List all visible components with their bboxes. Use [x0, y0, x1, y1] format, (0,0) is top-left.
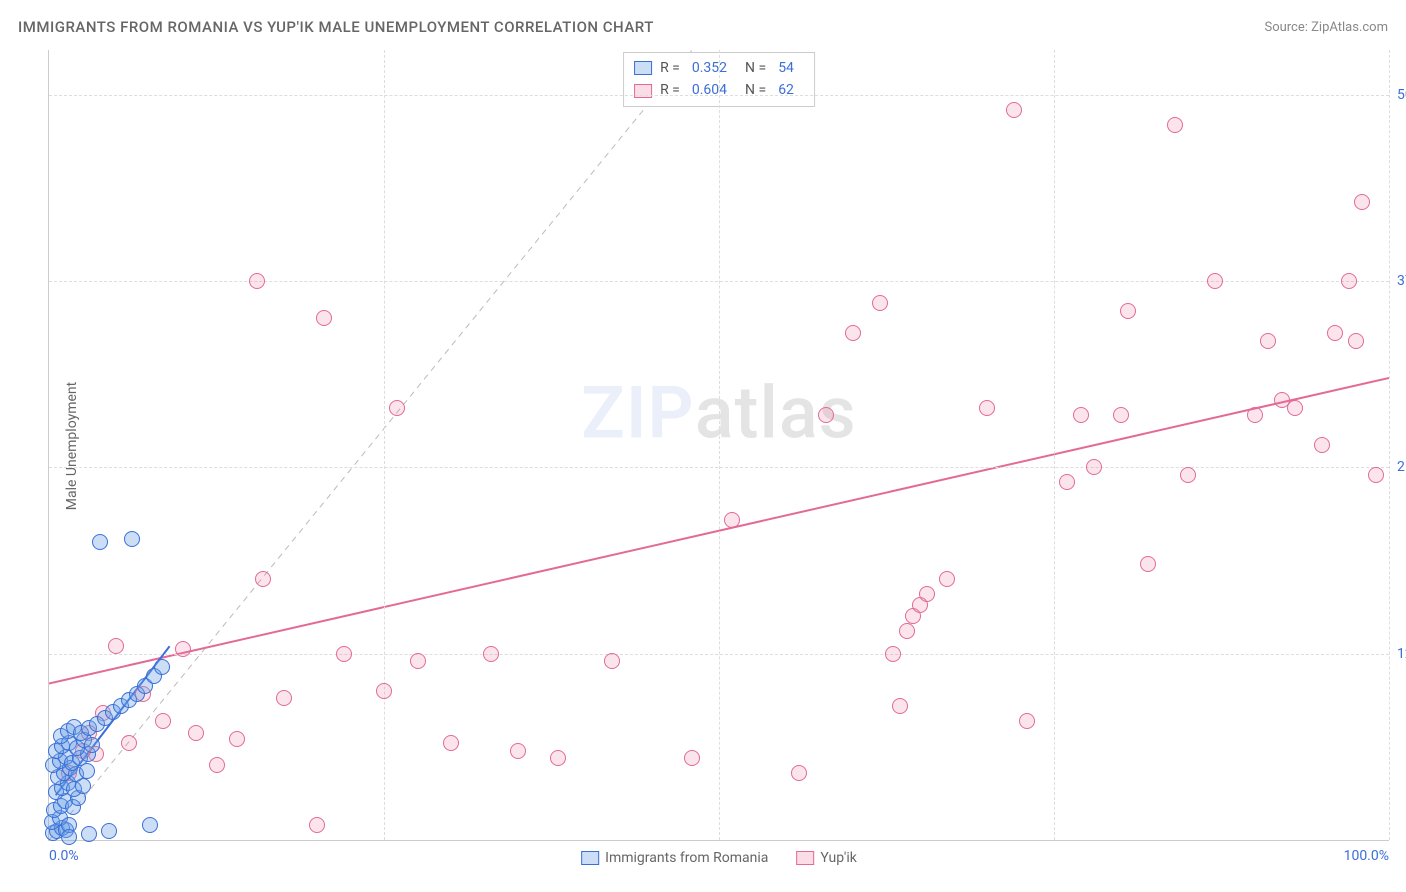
scatter-point — [1247, 407, 1263, 423]
legend-n-value: 54 — [778, 57, 794, 79]
gridline-vertical — [1054, 50, 1055, 840]
gridline-vertical — [384, 50, 385, 840]
scatter-point — [155, 713, 171, 729]
scatter-point — [389, 400, 405, 416]
scatter-point — [1019, 713, 1035, 729]
scatter-point — [84, 737, 100, 753]
scatter-point — [818, 407, 834, 423]
legend-swatch — [634, 61, 652, 75]
scatter-point — [1314, 437, 1330, 453]
scatter-point — [1368, 467, 1384, 483]
scatter-point — [188, 725, 204, 741]
scatter-point — [510, 743, 526, 759]
chart-header: IMMIGRANTS FROM ROMANIA VS YUP'IK MALE U… — [18, 18, 1388, 36]
legend-swatch — [796, 851, 814, 865]
legend-series-item: Immigrants from Romania — [581, 850, 768, 866]
legend-n-value: 62 — [778, 79, 794, 101]
scatter-point — [101, 823, 117, 839]
y-tick-label: 37.5% — [1391, 273, 1406, 289]
scatter-point — [121, 735, 137, 751]
scatter-point — [1073, 407, 1089, 423]
scatter-point — [1006, 102, 1022, 118]
gridline-vertical — [719, 50, 720, 840]
legend-series: Immigrants from Romania Yup'ik — [581, 850, 857, 866]
scatter-point — [872, 295, 888, 311]
y-tick-label: 12.5% — [1391, 646, 1406, 662]
legend-series-item: Yup'ik — [796, 850, 856, 866]
scatter-point — [410, 653, 426, 669]
scatter-point — [255, 571, 271, 587]
scatter-point — [919, 586, 935, 602]
scatter-point — [604, 653, 620, 669]
scatter-plot: ZIPatlas R =0.352N =54R =0.604N =62 Immi… — [48, 50, 1389, 841]
scatter-point — [1260, 333, 1276, 349]
scatter-point — [1120, 303, 1136, 319]
x-tick-label: 100.0% — [1344, 848, 1389, 864]
watermark-zip: ZIP — [581, 371, 694, 456]
scatter-point — [483, 646, 499, 662]
legend-n-label: N = — [745, 79, 766, 101]
scatter-point — [249, 273, 265, 289]
scatter-point — [1207, 273, 1223, 289]
source-label: Source: — [1264, 20, 1311, 35]
scatter-point — [108, 638, 124, 654]
scatter-point — [979, 400, 995, 416]
scatter-point — [1059, 474, 1075, 490]
scatter-point — [939, 571, 955, 587]
legend-series-label: Yup'ik — [820, 850, 856, 866]
scatter-point — [142, 817, 158, 833]
legend-swatch — [581, 851, 599, 865]
scatter-point — [1287, 400, 1303, 416]
scatter-point — [1354, 194, 1370, 210]
scatter-point — [1086, 459, 1102, 475]
gridline-vertical — [1389, 50, 1390, 840]
scatter-point — [154, 659, 170, 675]
scatter-point — [550, 750, 566, 766]
scatter-point — [899, 623, 915, 639]
scatter-point — [684, 750, 700, 766]
scatter-point — [724, 512, 740, 528]
legend-series-label: Immigrants from Romania — [605, 850, 768, 866]
scatter-point — [61, 829, 77, 845]
scatter-point — [443, 735, 459, 751]
chart-title: IMMIGRANTS FROM ROMANIA VS YUP'IK MALE U… — [18, 18, 654, 36]
scatter-point — [845, 325, 861, 341]
legend-r-value: 0.604 — [692, 79, 727, 101]
source-name: ZipAtlas.com — [1311, 20, 1388, 35]
scatter-point — [1327, 325, 1343, 341]
y-tick-label: 25.0% — [1391, 459, 1406, 475]
legend-r-label: R = — [660, 57, 680, 79]
scatter-point — [1180, 467, 1196, 483]
scatter-point — [81, 826, 97, 842]
scatter-point — [124, 531, 140, 547]
scatter-point — [276, 690, 292, 706]
scatter-point — [175, 641, 191, 657]
scatter-point — [229, 731, 245, 747]
scatter-point — [1341, 273, 1357, 289]
chart-source: Source: ZipAtlas.com — [1264, 20, 1388, 35]
scatter-point — [1167, 117, 1183, 133]
scatter-point — [1140, 556, 1156, 572]
scatter-point — [1348, 333, 1364, 349]
scatter-point — [309, 817, 325, 833]
scatter-point — [1113, 407, 1129, 423]
x-tick-label: 0.0% — [49, 848, 79, 864]
scatter-point — [892, 698, 908, 714]
legend-n-label: N = — [745, 57, 766, 79]
scatter-point — [885, 646, 901, 662]
scatter-point — [316, 310, 332, 326]
scatter-point — [92, 534, 108, 550]
legend-r-value: 0.352 — [692, 57, 727, 79]
legend-r-label: R = — [660, 79, 680, 101]
y-tick-label: 50.0% — [1391, 87, 1406, 103]
scatter-point — [376, 683, 392, 699]
scatter-point — [791, 765, 807, 781]
scatter-point — [209, 757, 225, 773]
scatter-point — [336, 646, 352, 662]
